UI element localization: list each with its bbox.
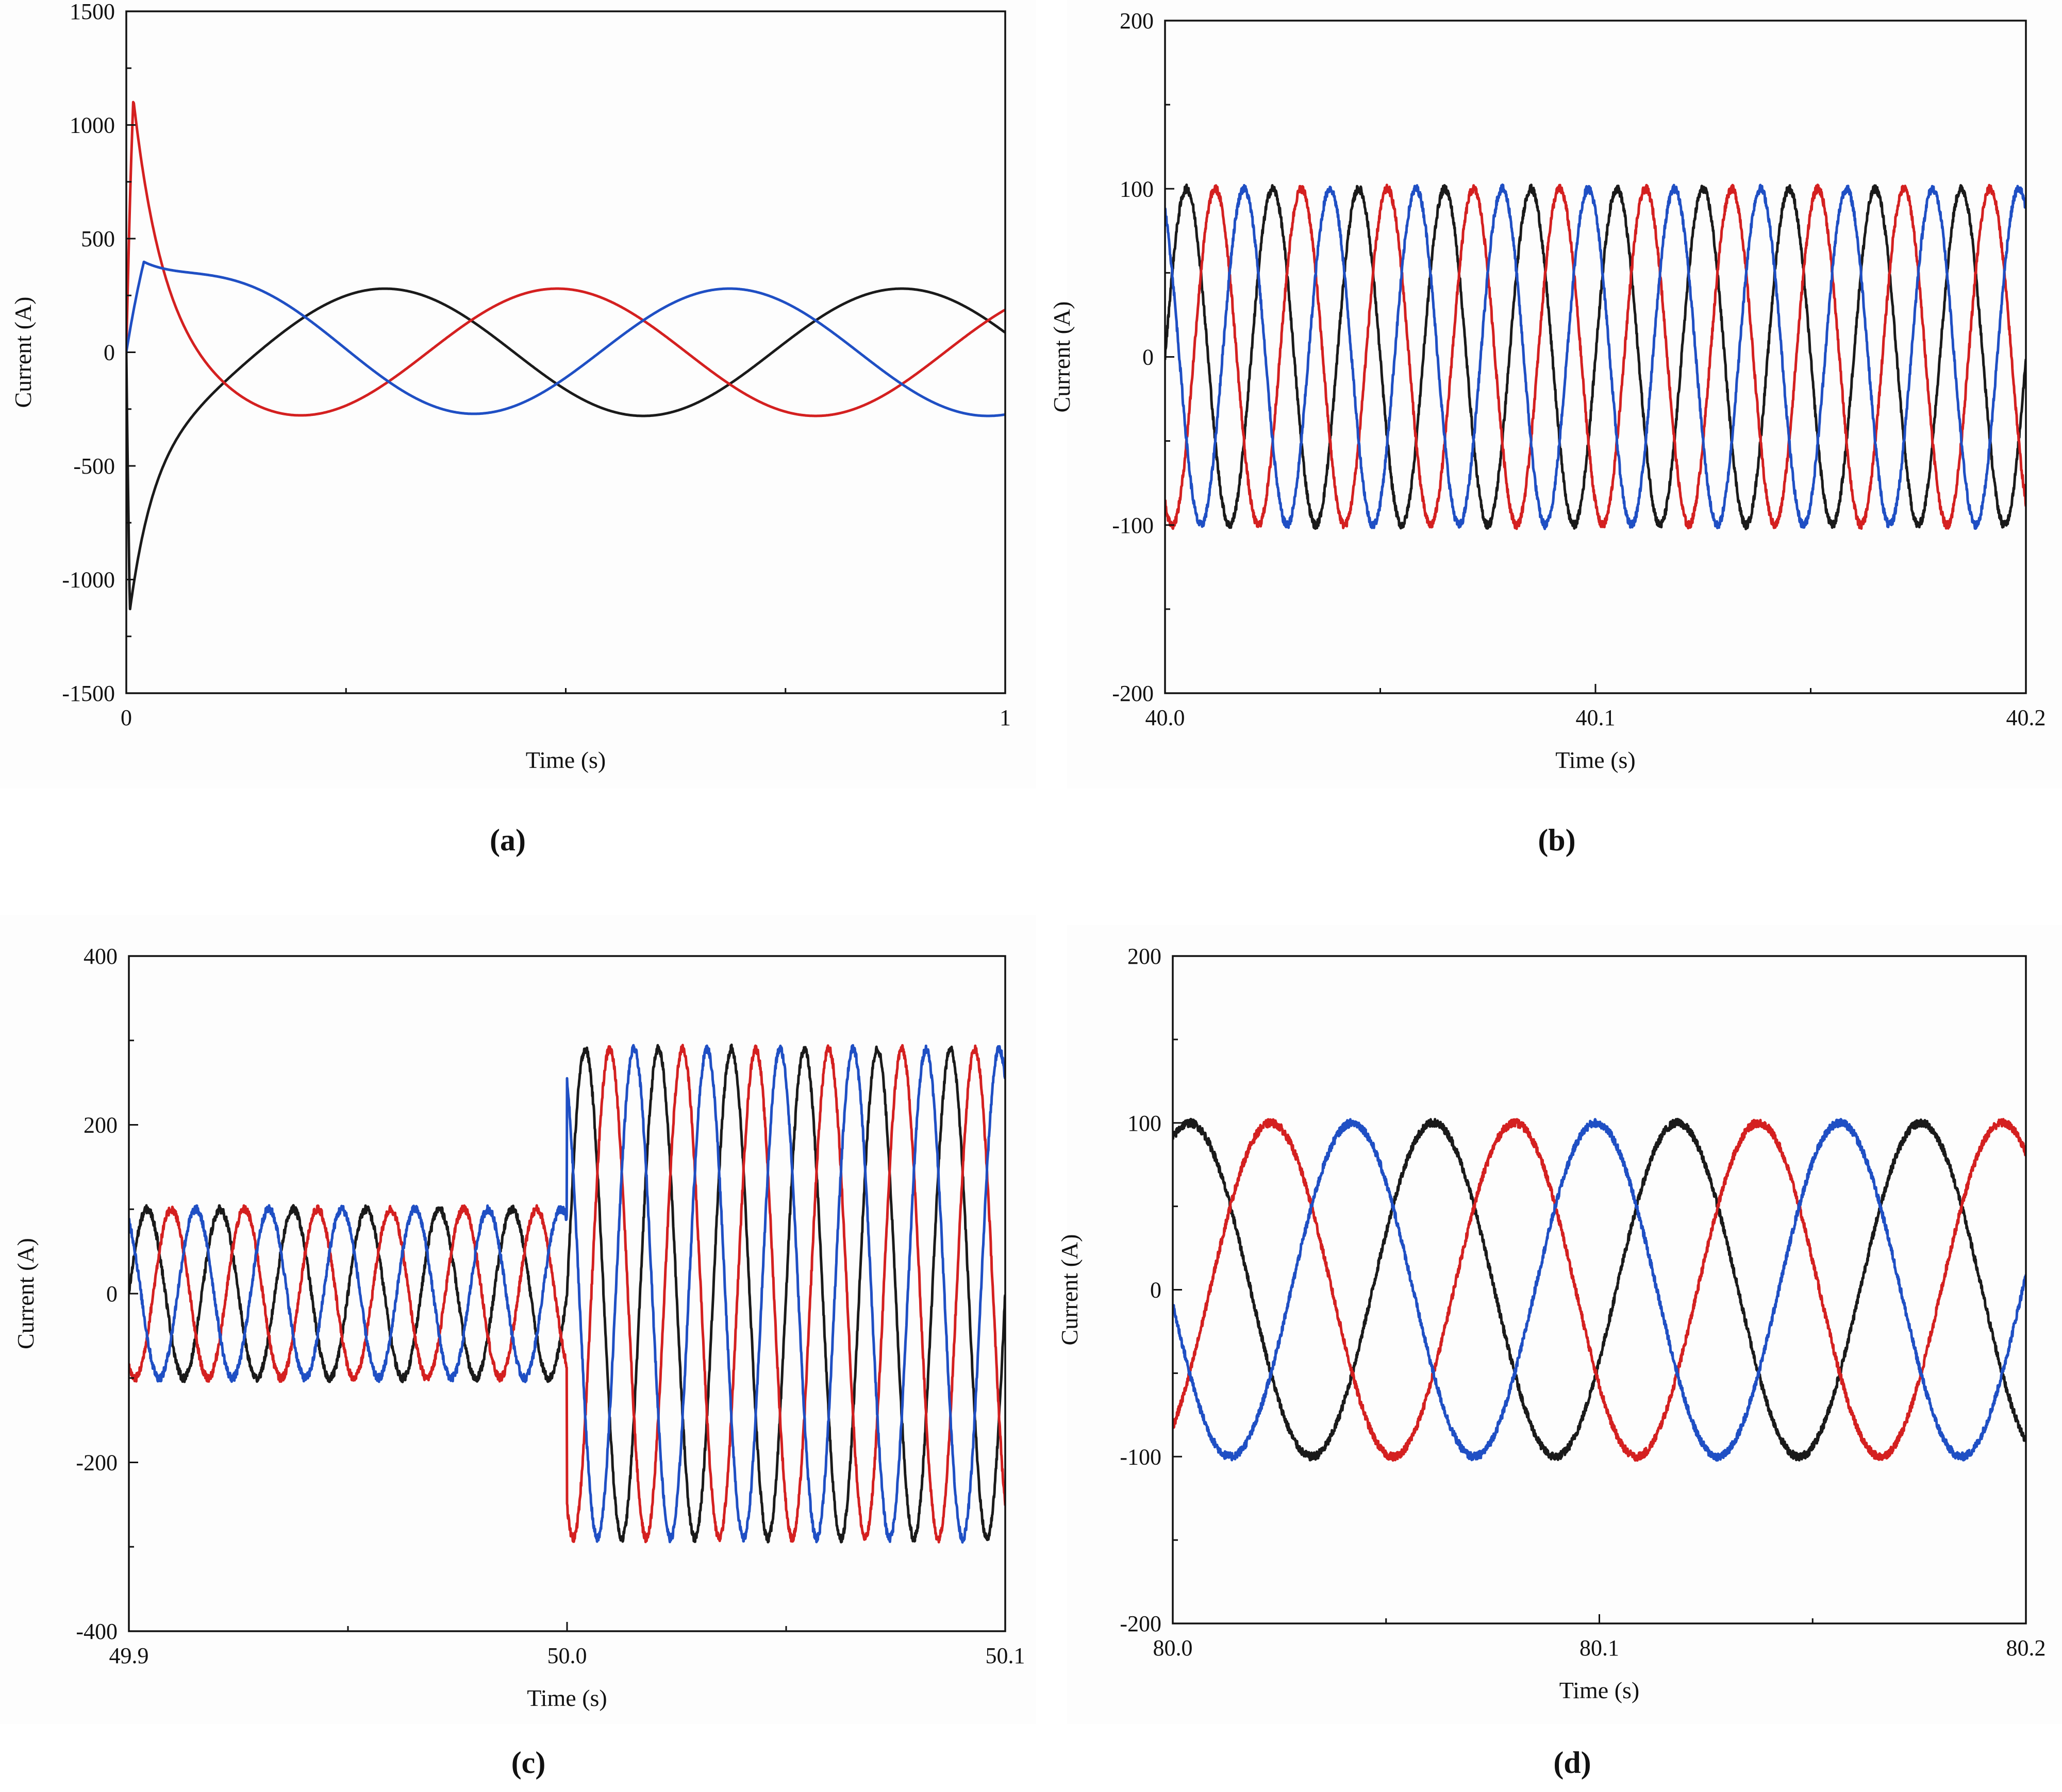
series-line-2 [126, 260, 1005, 417]
x-axis-title: Time (s) [1555, 747, 1636, 773]
x-tick-label: 50.1 [986, 1643, 1025, 1668]
panel-label: (d) [1553, 1746, 1591, 1780]
panel-label: (c) [511, 1746, 546, 1780]
panel-label: (a) [490, 823, 526, 857]
y-tick-label: 1500 [70, 0, 115, 24]
x-tick-label: 1 [1000, 705, 1011, 730]
x-tick-label: 80.2 [2006, 1635, 2046, 1661]
y-tick-label: -200 [1120, 1611, 1161, 1636]
panel-background [0, 0, 1036, 789]
x-tick-label: 80.1 [1579, 1635, 1619, 1661]
series-group [1165, 183, 2026, 530]
x-tick-label: 40.0 [1145, 705, 1185, 730]
y-tick-label: -1000 [62, 567, 115, 593]
series-line-1 [1173, 1118, 2026, 1462]
y-axis-title: Current (A) [1056, 1234, 1083, 1346]
series-line-0 [129, 1043, 1005, 1544]
y-tick-label: 200 [1120, 8, 1154, 34]
series-line-2 [1173, 1118, 2026, 1462]
x-tick-label: 50.0 [547, 1643, 587, 1668]
y-tick-label: -100 [1112, 513, 1154, 538]
series-line-1 [1165, 183, 2026, 530]
y-tick-label: 200 [1127, 944, 1161, 969]
series-group [1173, 1117, 2026, 1462]
y-tick-label: 200 [84, 1113, 118, 1138]
y-tick-label: 1000 [70, 113, 115, 138]
series-group [126, 101, 1005, 611]
y-tick-label: -500 [73, 454, 115, 479]
x-tick-label: 80.0 [1153, 1635, 1193, 1661]
y-axis-title: Current (A) [10, 297, 36, 408]
y-tick-label: -1500 [62, 681, 115, 706]
y-tick-label: 100 [1120, 176, 1154, 202]
y-tick-label: -400 [76, 1619, 118, 1644]
x-tick-label: 0 [121, 705, 132, 730]
y-axis-title: Current (A) [12, 1238, 39, 1349]
y-tick-label: 0 [1150, 1278, 1161, 1303]
y-tick-label: -100 [1120, 1444, 1161, 1469]
y-tick-label: 0 [106, 1281, 118, 1307]
series-line-2 [129, 1044, 1005, 1544]
y-tick-label: 0 [104, 340, 115, 365]
series-line-0 [1165, 183, 2026, 530]
x-tick-label: 40.2 [2006, 705, 2046, 730]
y-tick-label: 500 [81, 226, 115, 252]
x-axis-title: Time (s) [527, 1685, 607, 1711]
panel-background [1067, 925, 2062, 1724]
x-axis-title: Time (s) [1559, 1677, 1640, 1703]
series-line-2 [1165, 183, 2026, 530]
series-group [129, 1043, 1005, 1544]
y-tick-label: 100 [1127, 1111, 1161, 1136]
series-line-1 [126, 101, 1005, 417]
x-axis-title: Time (s) [526, 747, 606, 773]
panel-label: (b) [1538, 823, 1575, 857]
y-tick-label: 400 [84, 944, 118, 969]
x-tick-label: 49.9 [109, 1643, 149, 1668]
series-line-0 [1173, 1117, 2026, 1462]
x-tick-label: 40.1 [1576, 705, 1616, 730]
y-tick-label: 0 [1142, 345, 1154, 370]
panel-background [0, 915, 1036, 1724]
y-tick-label: -200 [1112, 681, 1154, 706]
y-tick-label: -200 [76, 1450, 118, 1476]
y-axis-title: Current (A) [1049, 302, 1075, 413]
series-line-0 [126, 287, 1005, 611]
series-line-1 [129, 1044, 1005, 1544]
